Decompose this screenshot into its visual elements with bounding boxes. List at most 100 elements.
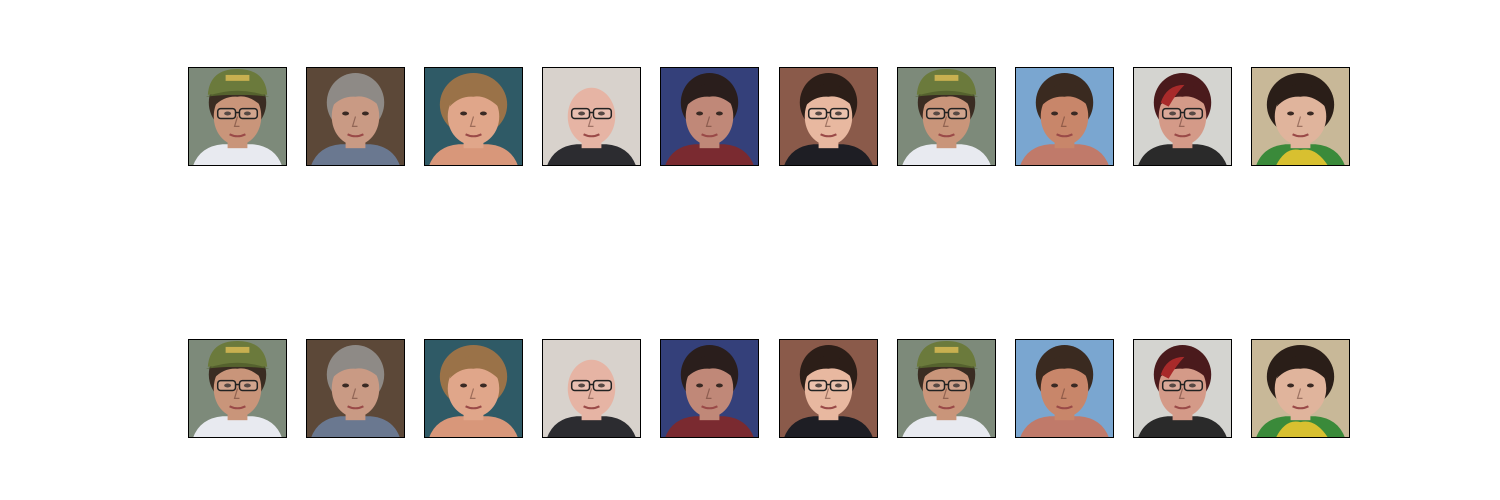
mouth [583, 133, 600, 138]
eye [243, 111, 251, 116]
glasses-lens [925, 379, 946, 392]
image-frame [779, 67, 878, 166]
glasses-lens [1183, 107, 1204, 120]
face-image [188, 67, 287, 166]
glasses-lens [807, 107, 828, 120]
eye [1188, 111, 1196, 116]
fringe [449, 355, 499, 379]
face-image [1251, 67, 1350, 166]
glasses-lens [238, 379, 259, 392]
image-frame [897, 339, 996, 438]
clothing [783, 144, 874, 166]
clothing [546, 144, 637, 166]
image-frame [1251, 339, 1350, 438]
mouth [820, 405, 837, 410]
fringe [1276, 355, 1326, 379]
glasses-lens [807, 379, 828, 392]
eye [834, 383, 842, 388]
nose [942, 388, 949, 399]
glasses-lens [592, 379, 613, 392]
image-frame [660, 67, 759, 166]
eye [1070, 383, 1078, 388]
clothing [901, 416, 992, 438]
nose [1060, 116, 1067, 127]
fringe [449, 83, 499, 107]
fringe [331, 355, 381, 379]
face-image [542, 339, 641, 438]
eye [696, 383, 704, 388]
clothing [901, 144, 992, 166]
image-frame [1133, 67, 1232, 166]
mouth [1292, 133, 1309, 138]
face-image [424, 67, 523, 166]
nose [705, 116, 712, 127]
face-image [1133, 339, 1232, 438]
eye [361, 111, 369, 116]
nose [351, 388, 358, 399]
eye [715, 111, 723, 116]
nose [1296, 388, 1303, 399]
clothing [310, 144, 401, 166]
cap-logo [934, 346, 959, 353]
glasses-lens [216, 107, 237, 120]
mouth [938, 405, 955, 410]
fringe [685, 83, 735, 107]
clothing [1019, 144, 1110, 166]
fringe [1276, 83, 1326, 107]
eye [578, 111, 586, 116]
nose [824, 388, 831, 399]
eye [460, 383, 468, 388]
image-frame [897, 67, 996, 166]
face-image [1133, 67, 1232, 166]
face-image [897, 67, 996, 166]
clothing [546, 416, 637, 438]
mouth [1056, 133, 1073, 138]
mouth [229, 133, 246, 138]
eye [1169, 111, 1177, 116]
eye [597, 383, 605, 388]
nose [233, 116, 240, 127]
glasses-lens [829, 107, 850, 120]
mouth [1174, 133, 1191, 138]
nose [1060, 388, 1067, 399]
clothing [1019, 416, 1110, 438]
cap-brim [914, 90, 979, 97]
mouth [1292, 405, 1309, 410]
face-image [660, 339, 759, 438]
nose [469, 116, 476, 127]
image-frame [1133, 339, 1232, 438]
eye [1306, 111, 1314, 116]
cap-brim [205, 90, 270, 97]
face-image [897, 339, 996, 438]
eye [342, 383, 350, 388]
mouth [347, 133, 364, 138]
eye [479, 111, 487, 116]
eye [578, 383, 586, 388]
image-frame [188, 339, 287, 438]
image-frame [542, 67, 641, 166]
glasses-lens [1161, 379, 1182, 392]
clothing [428, 144, 519, 166]
mouth [1056, 405, 1073, 410]
eye [460, 111, 468, 116]
glasses-lens [592, 107, 613, 120]
glasses-lens [829, 379, 850, 392]
clothing [192, 416, 283, 438]
eye [696, 111, 704, 116]
hair-streak [1160, 84, 1185, 107]
fringe [804, 83, 854, 107]
nose [587, 388, 594, 399]
glasses-lens [216, 379, 237, 392]
eye [815, 111, 823, 116]
face-image [306, 339, 405, 438]
mouth [347, 405, 364, 410]
clothing [192, 144, 283, 166]
nose [469, 388, 476, 399]
image-frame [188, 67, 287, 166]
eye [1287, 111, 1295, 116]
glasses-lens [1161, 107, 1182, 120]
clothing [1137, 416, 1228, 438]
cap-logo [934, 74, 959, 81]
image-frame [660, 339, 759, 438]
